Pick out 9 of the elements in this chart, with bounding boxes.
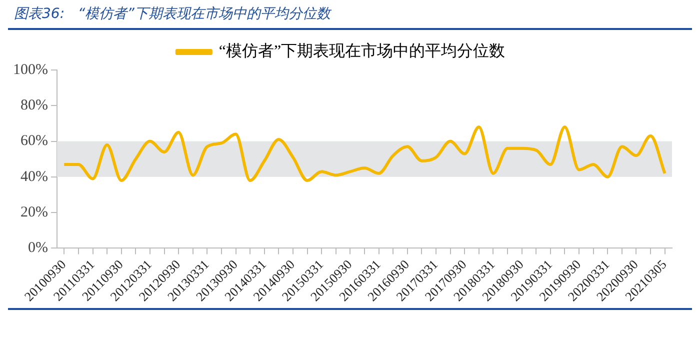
y-tick-label: 100%: [12, 62, 48, 78]
y-tick-label: 60%: [20, 133, 48, 150]
y-tick-label: 20%: [20, 204, 48, 220]
y-tick-label: 0%: [28, 240, 48, 256]
y-tick-label: 40%: [20, 168, 48, 185]
legend-label: “模仿者”下期表现在市场中的平均分位数: [218, 42, 506, 60]
y-tick-label: 80%: [20, 98, 48, 114]
line-series: [62, 126, 666, 182]
chart-title: 图表36: “模仿者”下期表现在市场中的平均分位数: [8, 0, 692, 30]
